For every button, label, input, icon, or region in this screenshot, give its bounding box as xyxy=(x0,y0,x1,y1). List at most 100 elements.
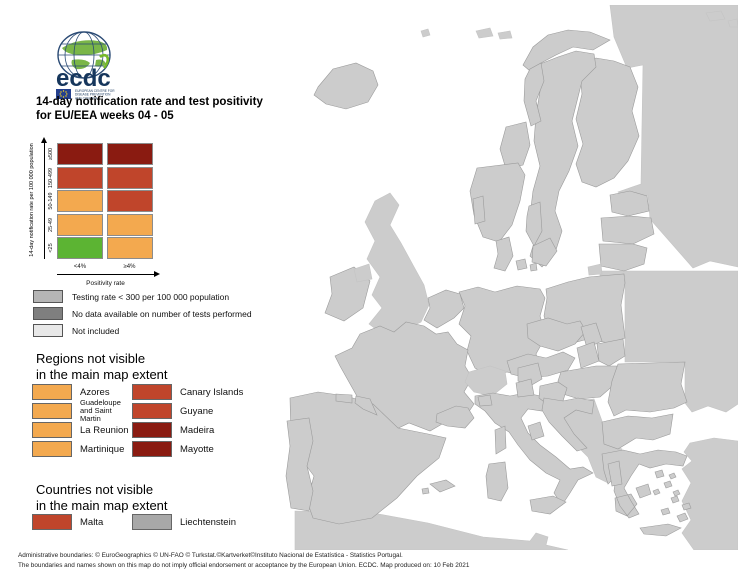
map-region-corsica xyxy=(494,425,507,455)
map-region-sweden-south-tip xyxy=(531,237,558,267)
map-region-estonia xyxy=(609,190,650,217)
map-region-bulgaria xyxy=(601,413,674,450)
legend-item: La Reunion xyxy=(32,422,132,438)
regions-legend-title: Regions not visible in the main map exte… xyxy=(36,351,168,383)
map-region-epirus xyxy=(607,460,623,487)
matrix-cell-0-0 xyxy=(57,143,103,165)
footer-attribution: Administrative boundaries: © EuroGeograp… xyxy=(18,551,728,571)
legend-swatch xyxy=(32,403,72,419)
map-region-northern-ireland xyxy=(353,263,373,283)
legend-swatch xyxy=(32,441,72,457)
map-region-sweden xyxy=(529,50,597,268)
legend-label: Martinique xyxy=(80,443,125,455)
legend-item: Malta xyxy=(32,514,132,530)
legend-item: Liechtenstein xyxy=(132,514,236,530)
map-region-hungary xyxy=(557,365,618,400)
legend-swatch xyxy=(132,422,172,438)
legend-item: Guadeloupe and Saint Martin xyxy=(32,399,132,423)
map-region-provence xyxy=(435,405,475,429)
status-legend-label: No data available on number of tests per… xyxy=(72,308,252,319)
map-region-czechia xyxy=(526,317,587,352)
status-legend-item: Not included xyxy=(33,324,252,337)
legend-item: Madeira xyxy=(132,422,243,438)
matrix-x-axis-arrowhead xyxy=(154,271,160,277)
status-legend-label: Testing rate < 300 per 100 000 populatio… xyxy=(72,291,230,302)
map-region-trentino-alto-adige xyxy=(515,378,535,398)
eu-flag-icon xyxy=(56,89,71,99)
map-region-sicily xyxy=(529,495,567,515)
matrix-row-label: 150-499 xyxy=(48,167,54,188)
map-region-portugal xyxy=(285,417,314,512)
map-region-finland xyxy=(575,57,640,188)
status-legend-swatch xyxy=(33,290,63,303)
matrix-cell-4-1 xyxy=(106,237,153,260)
map-region-latvia xyxy=(600,215,655,245)
matrix-cell-1-1 xyxy=(106,166,153,189)
legend-label: Guadeloupe and Saint Martin xyxy=(80,398,121,423)
map-title-line2: for EU/EEA weeks 04 - 05 xyxy=(36,110,174,122)
matrix-y-axis-label: 14-day notification rate per 100 000 pop… xyxy=(29,143,35,257)
map-region-balearic-islands xyxy=(421,479,456,495)
logo-org-line1: EUROPEAN CENTRE FOR xyxy=(75,89,115,93)
logo-org-line2: DISEASE PREVENTION xyxy=(75,93,111,97)
countries-legend-title-line2: in the main map extent xyxy=(36,498,168,513)
matrix-row-label: 25-49 xyxy=(48,217,54,232)
europe-map xyxy=(285,5,738,550)
rate-positivity-matrix-legend: 14-day notification rate per 100 000 pop… xyxy=(27,137,197,292)
map-region-lithuania xyxy=(598,243,648,272)
status-legend-label: Not included xyxy=(72,325,120,336)
map-region-valle-d-aosta xyxy=(477,394,493,407)
map-region-czechia-east xyxy=(580,322,603,349)
map-region-slovakia-east xyxy=(596,338,626,367)
map-region-austria-alpine xyxy=(517,362,543,387)
map-region-spain-north-b xyxy=(354,395,378,416)
legend-swatch xyxy=(132,384,172,400)
footer-line2: The boundaries and names shown on this m… xyxy=(18,562,470,569)
matrix-cell-0-1 xyxy=(106,143,153,165)
map-region-sardinia xyxy=(485,461,509,502)
map-region-norway-south xyxy=(469,162,526,243)
legend-label: Madeira xyxy=(180,424,215,436)
map-region-benelux xyxy=(423,289,465,329)
map-region-united-kingdom xyxy=(364,192,430,334)
map-region-greek-islands xyxy=(654,469,692,523)
ecdc-wordmark: ecdc xyxy=(56,65,111,92)
regions-legend-title-line1: Regions not visible xyxy=(36,351,146,366)
ecdc-swoosh xyxy=(99,53,110,69)
status-legend-swatch xyxy=(33,307,63,320)
legend-label: Guyane xyxy=(180,405,214,417)
matrix-y-axis-arrowhead xyxy=(41,137,47,143)
ecdc-logo: ecdc EUROPEAN CENTRE FOR DISEASE PREVENT… xyxy=(56,31,115,100)
map-region-denmark-islands xyxy=(515,258,538,272)
map-region-faroe-islands xyxy=(420,28,431,38)
legend-label: La Reunion xyxy=(80,424,129,436)
map-region-turkey xyxy=(681,437,738,550)
legend-swatch xyxy=(132,403,172,419)
legend-item: Canary Islands xyxy=(132,384,243,400)
regions-legend-items: Azores Guadeloupe and Saint Martin La Reun… xyxy=(32,384,243,457)
footer-line1: Administrative boundaries: © EuroGeograp… xyxy=(18,552,403,559)
map-region-greek-islands-dark xyxy=(652,472,681,497)
map-region-norway-coastal-strip xyxy=(523,62,545,127)
map-region-arctic-islands xyxy=(475,10,738,40)
map-region-iceland xyxy=(313,62,379,110)
map-region-umbria xyxy=(527,421,545,441)
matrix-row-label: 50-149 xyxy=(48,192,54,210)
matrix-col-label: ≥4% xyxy=(123,264,136,270)
countries-legend-items: Malta Liechtenstein xyxy=(32,514,236,530)
legend-swatch xyxy=(32,514,72,530)
matrix-col-label: <4% xyxy=(73,264,87,270)
globe-icon xyxy=(57,31,111,79)
legend-label: Canary Islands xyxy=(180,386,244,398)
map-region-denmark xyxy=(493,236,514,272)
map-title: 14-day notification rate and test positi… xyxy=(36,95,286,123)
matrix-cell-2-0 xyxy=(57,190,103,213)
map-region-norway-southwest xyxy=(472,195,486,225)
matrix-cell-1-0 xyxy=(57,166,103,189)
matrix-cell-3-0 xyxy=(57,213,103,236)
matrix-y-axis-arrow xyxy=(44,143,45,259)
legend-swatch xyxy=(32,422,72,438)
status-legend-item: Testing rate < 300 per 100 000 populatio… xyxy=(33,290,252,303)
legend-swatch xyxy=(132,514,172,530)
status-legend-item: No data available on number of tests per… xyxy=(33,307,252,320)
